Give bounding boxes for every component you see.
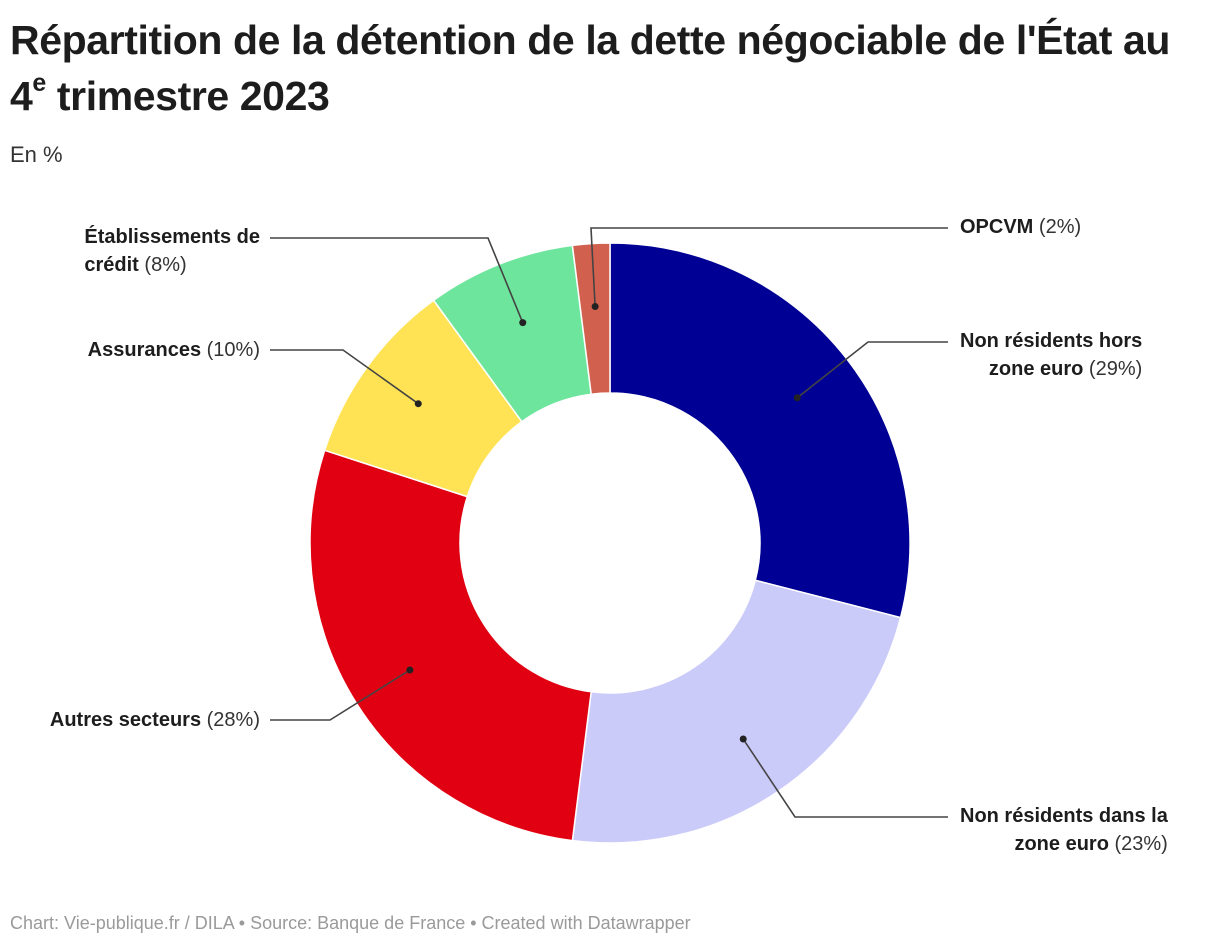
slice-label-opcvm: OPCVM (2%) bbox=[960, 213, 1081, 241]
slice-label-name: Non résidents dans la bbox=[960, 805, 1168, 827]
leader-line-assurances bbox=[270, 349, 419, 405]
slice-label-non-residents-dans-la-zone-euro: Non résidents dans la zone euro (23%) bbox=[960, 802, 1168, 858]
leader-dot-etablissements-de-credit bbox=[519, 319, 527, 327]
donut-slice-non-residents-dans-la-zone-euro[interactable] bbox=[571, 579, 902, 844]
slice-label-percent: (28%) bbox=[206, 709, 260, 731]
slice-label-assurances: Assurances (10%) bbox=[88, 336, 260, 364]
leader-line-non-residents-dans-la-zone-euro bbox=[742, 738, 948, 818]
slice-label-name: Autres secteurs bbox=[49, 709, 202, 731]
leader-dot-opcvm bbox=[591, 302, 599, 310]
chart-subtitle: En % bbox=[10, 142, 63, 167]
leader-line-opcvm bbox=[590, 227, 948, 307]
leader-dot-non-residents-hors-zone-euro bbox=[793, 394, 801, 402]
slice-label-name: Assurances bbox=[87, 339, 202, 361]
chart-footer: Chart: Vie-publique.fr / DILA • Source: … bbox=[10, 913, 691, 933]
slice-label-name: Non résidents hors bbox=[960, 330, 1143, 352]
slice-label-non-residents-hors-zone-euro: Non résidents hors zone euro (29%) bbox=[960, 327, 1142, 383]
leader-dot-non-residents-dans-la-zone-euro bbox=[739, 735, 747, 743]
slice-label-name: crédit bbox=[84, 254, 139, 276]
leader-line-etablissements-de-credit bbox=[270, 237, 524, 323]
slice-label-name: zone euro bbox=[988, 358, 1084, 380]
chart-title: Répartition de la détention de la dette … bbox=[10, 12, 1215, 124]
slice-label-percent: (2%) bbox=[1038, 216, 1082, 238]
chart-title-superscript: e bbox=[32, 69, 46, 98]
leader-dot-assurances bbox=[414, 400, 422, 408]
slice-label-name: zone euro bbox=[1014, 833, 1109, 855]
slice-label-autres-secteurs: Autres secteurs (28%) bbox=[50, 706, 260, 734]
chart-title-main: Répartition de la détention de la dette … bbox=[10, 17, 1171, 119]
slice-label-percent: (10%) bbox=[206, 339, 260, 361]
slice-label-etablissements-de-credit: Établissements de crédit (8%) bbox=[84, 223, 260, 279]
leader-line-non-residents-hors-zone-euro bbox=[796, 341, 948, 399]
leader-line-autres-secteurs bbox=[270, 669, 411, 721]
slice-label-percent: (8%) bbox=[144, 254, 187, 276]
slice-label-name: OPCVM bbox=[960, 216, 1034, 238]
donut-slice-opcvm[interactable] bbox=[571, 242, 611, 396]
slice-label-percent: (23%) bbox=[1114, 833, 1168, 855]
donut-slice-non-residents-hors-zone-euro[interactable] bbox=[609, 242, 911, 619]
chart-title-tail: trimestre 2023 bbox=[45, 73, 330, 119]
donut-slice-autres-secteurs[interactable] bbox=[309, 449, 593, 842]
leader-dot-autres-secteurs bbox=[406, 666, 414, 674]
slice-label-percent: (29%) bbox=[1088, 358, 1143, 380]
slice-label-name: Établissements de bbox=[84, 226, 260, 248]
